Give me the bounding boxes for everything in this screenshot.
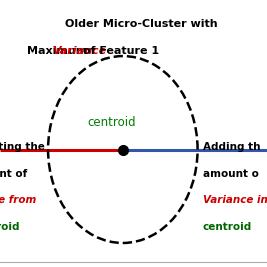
Text: Maximum: Maximum (27, 46, 91, 56)
Text: ce from: ce from (0, 195, 36, 205)
Text: Variance in: Variance in (203, 195, 267, 205)
Text: amount o: amount o (203, 168, 259, 179)
Text: Adding th: Adding th (203, 142, 260, 152)
Text: troid: troid (0, 222, 21, 232)
Text: Variance: Variance (52, 46, 107, 56)
Text: unt of: unt of (0, 168, 27, 179)
Text: cting the: cting the (0, 142, 45, 152)
Text: Older Micro-Cluster with: Older Micro-Cluster with (65, 19, 218, 29)
Text: centroid: centroid (203, 222, 252, 232)
Text: centroid: centroid (88, 116, 136, 129)
Text: of Feature 1: of Feature 1 (79, 46, 159, 56)
